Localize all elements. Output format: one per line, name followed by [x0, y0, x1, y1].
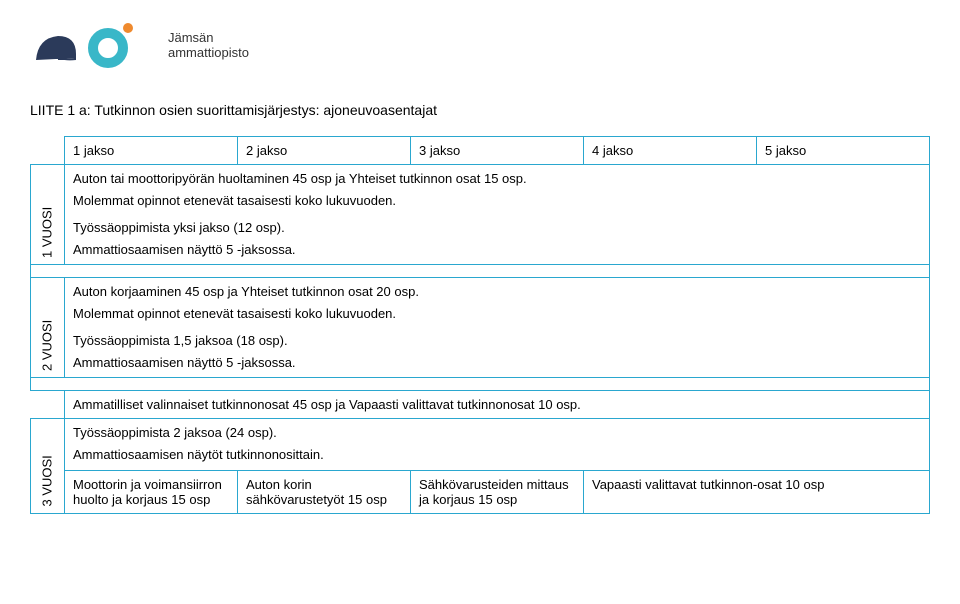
year2-line: Ammattiosaamisen näyttö 5 -jaksossa. — [73, 355, 921, 371]
year3-cell: Vapaasti valittavat tutkinnon-osat 10 os… — [584, 470, 930, 513]
year2-line: Auton korjaaminen 45 osp ja Yhteiset tut… — [73, 284, 921, 300]
year1-content: Auton tai moottoripyörän huoltaminen 45 … — [65, 165, 930, 265]
year1-label: 1 VUOSI — [31, 165, 65, 265]
logo-brand-text: Jämsän ammattiopisto — [168, 31, 249, 61]
year3-top-row: Ammatilliset valinnaiset tutkinnonosat 4… — [31, 391, 930, 419]
year3-top: Ammatilliset valinnaiset tutkinnonosat 4… — [65, 391, 930, 419]
year3-cells-row: Moottorin ja voimansiirron huolto ja kor… — [31, 470, 930, 513]
year2-line: Työssäoppimista 1,5 jaksoa (18 osp). — [73, 333, 921, 349]
brand-line2: ammattiopisto — [168, 46, 249, 61]
schedule-table: 1 jakso 2 jakso 3 jakso 4 jakso 5 jakso … — [30, 136, 930, 514]
year3-cell: Auton korin sähkövarustetyöt 15 osp — [238, 470, 411, 513]
year2-content: Auton korjaaminen 45 osp ja Yhteiset tut… — [65, 278, 930, 378]
year2-label: 2 VUOSI — [31, 278, 65, 378]
col-header: 1 jakso — [65, 137, 238, 165]
year2-row: 2 VUOSI Auton korjaaminen 45 osp ja Yhte… — [31, 278, 930, 378]
year3-mid-line: Työssäoppimista 2 jaksoa (24 osp). — [73, 425, 921, 441]
year3-mid: Työssäoppimista 2 jaksoa (24 osp). Ammat… — [65, 419, 930, 471]
page-title: LIITE 1 a: Tutkinnon osien suorittamisjä… — [30, 102, 930, 118]
col-header: 5 jakso — [757, 137, 930, 165]
col-header: 3 jakso — [411, 137, 584, 165]
year1-line: Auton tai moottoripyörän huoltaminen 45 … — [73, 171, 921, 187]
table-header-row: 1 jakso 2 jakso 3 jakso 4 jakso 5 jakso — [31, 137, 930, 165]
year3-mid-row: 3 VUOSI Työssäoppimista 2 jaksoa (24 osp… — [31, 419, 930, 471]
year3-cell: Moottorin ja voimansiirron huolto ja kor… — [65, 470, 238, 513]
col-header: 2 jakso — [238, 137, 411, 165]
year3-cell: Sähkövarusteiden mittaus ja korjaus 15 o… — [411, 470, 584, 513]
year1-line: Ammattiosaamisen näyttö 5 -jaksossa. — [73, 242, 921, 258]
year3-label: 3 VUOSI — [31, 419, 65, 514]
year3-mid-line: Ammattiosaamisen näytöt tutkinnonosittai… — [73, 447, 921, 463]
year1-line: Työssäoppimista yksi jakso (12 osp). — [73, 220, 921, 236]
logo-mark — [30, 20, 150, 72]
logo-row: Jämsän ammattiopisto — [30, 20, 930, 72]
year1-line: Molemmat opinnot etenevät tasaisesti kok… — [73, 193, 921, 209]
col-header: 4 jakso — [584, 137, 757, 165]
year1-row: 1 VUOSI Auton tai moottoripyörän huoltam… — [31, 165, 930, 265]
year2-line: Molemmat opinnot etenevät tasaisesti kok… — [73, 306, 921, 322]
brand-line1: Jämsän — [168, 31, 249, 46]
